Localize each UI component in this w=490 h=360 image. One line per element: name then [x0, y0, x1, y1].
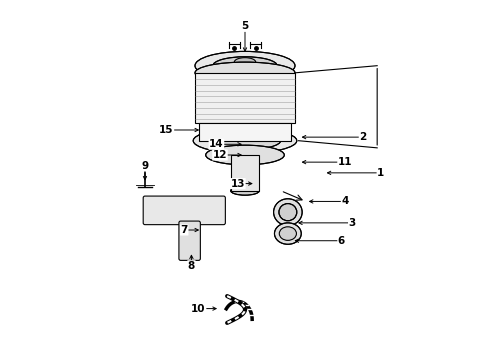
- Ellipse shape: [231, 186, 259, 195]
- Bar: [195, 73, 295, 123]
- Text: 15: 15: [159, 125, 173, 135]
- FancyBboxPatch shape: [143, 196, 225, 225]
- Text: 8: 8: [188, 261, 195, 271]
- Text: 13: 13: [231, 179, 245, 189]
- Text: 9: 9: [142, 161, 148, 171]
- Ellipse shape: [274, 223, 301, 244]
- Ellipse shape: [195, 62, 295, 84]
- Text: 11: 11: [338, 157, 352, 167]
- Text: 7: 7: [181, 225, 188, 235]
- Text: 5: 5: [242, 21, 248, 31]
- Bar: [198, 123, 292, 141]
- Ellipse shape: [273, 199, 302, 226]
- Ellipse shape: [193, 128, 297, 153]
- Ellipse shape: [206, 145, 284, 165]
- Ellipse shape: [234, 58, 256, 67]
- Bar: [231, 155, 259, 191]
- Ellipse shape: [279, 227, 296, 240]
- Ellipse shape: [279, 203, 297, 221]
- Ellipse shape: [195, 51, 295, 80]
- Text: 3: 3: [348, 218, 356, 228]
- Text: 10: 10: [191, 303, 206, 314]
- Text: 6: 6: [338, 236, 345, 246]
- Ellipse shape: [209, 132, 281, 150]
- Text: 2: 2: [359, 132, 367, 142]
- Text: 14: 14: [209, 139, 224, 149]
- Text: 4: 4: [342, 197, 349, 206]
- Text: 12: 12: [213, 150, 227, 160]
- Ellipse shape: [213, 57, 277, 75]
- Text: 1: 1: [377, 168, 384, 178]
- FancyBboxPatch shape: [179, 221, 200, 260]
